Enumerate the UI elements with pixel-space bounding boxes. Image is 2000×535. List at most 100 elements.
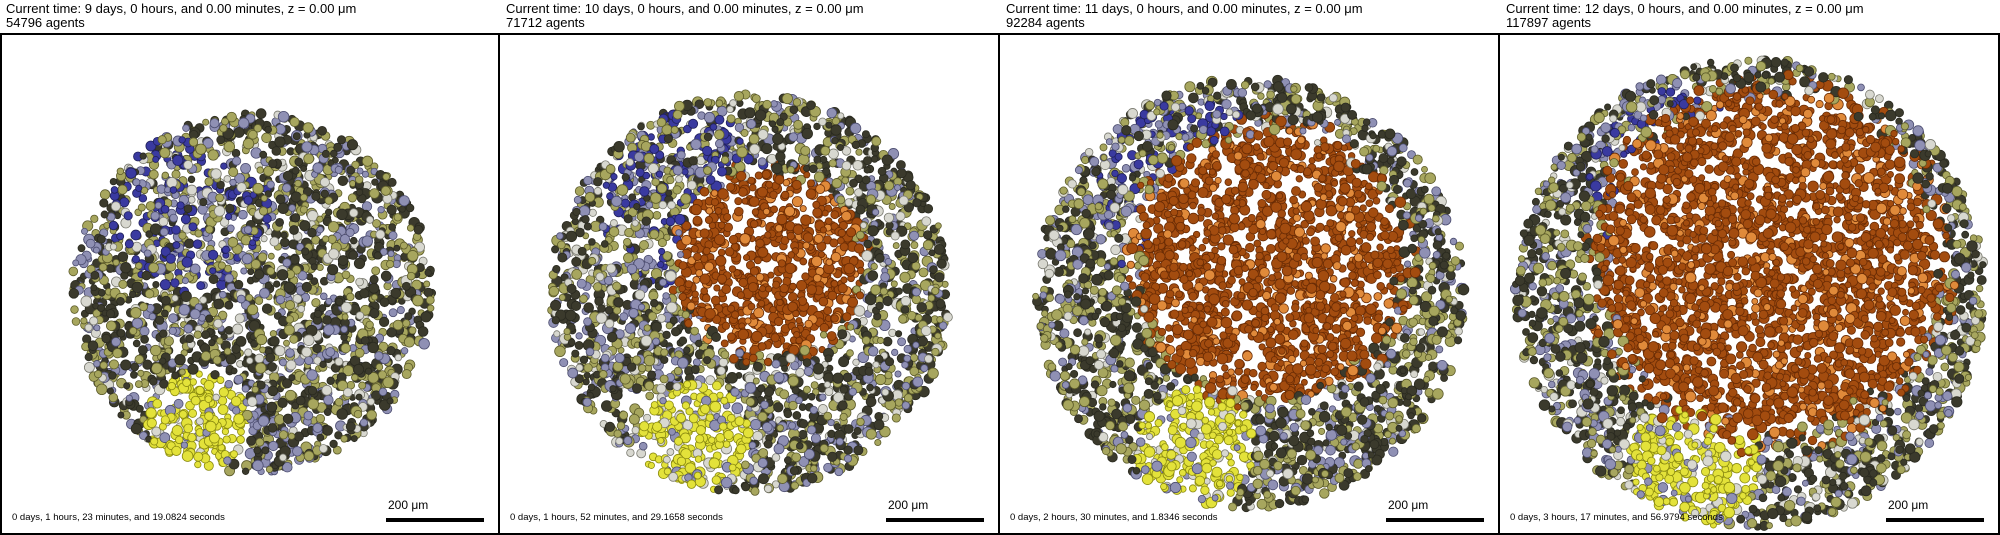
agent-cell xyxy=(219,217,230,227)
agent-cell xyxy=(213,298,225,310)
agent-cell xyxy=(423,280,431,288)
agent-cell xyxy=(171,225,181,235)
agent-cell xyxy=(89,316,99,326)
agent-cell xyxy=(137,369,145,377)
agent-cell xyxy=(714,207,723,215)
agent-cell xyxy=(747,176,756,185)
agent-cell xyxy=(219,290,227,299)
agent-cell xyxy=(237,427,245,436)
agent-cell xyxy=(116,296,125,306)
agent-cell xyxy=(159,279,171,291)
agent-cell xyxy=(210,168,222,180)
agent-cell xyxy=(110,186,119,194)
agent-cell xyxy=(303,334,315,346)
agent-cell xyxy=(152,281,160,289)
agent-cell xyxy=(360,336,370,345)
agent-cell xyxy=(150,437,159,446)
agent-cell xyxy=(364,367,373,375)
agent-cell xyxy=(319,360,327,369)
agent-cell xyxy=(288,374,296,382)
agent-cell xyxy=(423,287,434,298)
agent-cell xyxy=(406,271,416,281)
agent-cell xyxy=(350,435,358,443)
agent-cell xyxy=(385,259,395,269)
agent-cell xyxy=(557,240,566,250)
agent-cell xyxy=(612,361,624,372)
agent-cell xyxy=(558,294,566,301)
agent-cell xyxy=(216,135,226,145)
agent-cell xyxy=(236,182,247,193)
agent-cell xyxy=(264,281,273,290)
agent-cell xyxy=(194,229,203,238)
agent-cell xyxy=(377,370,387,380)
agent-cell xyxy=(721,321,731,330)
agent-cell xyxy=(161,171,170,180)
agent-cell xyxy=(288,204,296,212)
agent-cell xyxy=(770,333,780,343)
agent-cell xyxy=(705,207,713,215)
agent-cell xyxy=(154,201,163,210)
agent-cell xyxy=(934,272,945,283)
agent-cell xyxy=(303,410,314,421)
agent-cell xyxy=(187,175,196,184)
agent-cell xyxy=(801,272,810,281)
agent-cell xyxy=(771,162,783,175)
agent-cell xyxy=(741,197,749,205)
agent-cell xyxy=(701,395,712,406)
agent-cell xyxy=(190,395,201,406)
agent-cell xyxy=(817,404,828,414)
agent-cell xyxy=(159,147,171,159)
agent-cell xyxy=(846,323,855,331)
agent-cell xyxy=(139,326,150,337)
agent-cell xyxy=(287,432,296,440)
agent-cell xyxy=(734,416,745,427)
agent-cell xyxy=(236,435,245,444)
agent-cell xyxy=(665,270,677,282)
agent-cell xyxy=(366,409,377,421)
agent-cell xyxy=(845,186,855,196)
agent-cell xyxy=(148,312,157,321)
agent-cell xyxy=(301,141,313,153)
agent-cell xyxy=(348,250,359,260)
agent-cell xyxy=(100,210,109,219)
agent-cell xyxy=(125,167,137,179)
agent-cell xyxy=(720,396,729,405)
agent-cell xyxy=(176,201,185,210)
agent-cell xyxy=(406,224,415,232)
agent-cell xyxy=(402,319,411,328)
agent-cell xyxy=(355,277,364,287)
agent-cell xyxy=(714,485,724,495)
agent-cell xyxy=(681,401,690,410)
agent-cell xyxy=(852,358,860,366)
agent-cell xyxy=(734,206,744,217)
agent-cell xyxy=(203,379,215,391)
agent-cell xyxy=(219,124,228,133)
agent-cell xyxy=(400,347,409,355)
agent-cell xyxy=(735,170,747,182)
agent-cell xyxy=(694,99,705,110)
agent-cell xyxy=(826,107,838,119)
agent-cell xyxy=(894,398,904,407)
agent-cell xyxy=(257,415,270,427)
agent-cell xyxy=(393,244,401,252)
agent-cell xyxy=(757,342,767,351)
agent-cell xyxy=(815,184,826,195)
agent-cell xyxy=(683,346,691,354)
agent-cell xyxy=(130,307,142,319)
agent-cell xyxy=(791,196,803,208)
agent-cell xyxy=(301,247,310,256)
agent-cell xyxy=(293,431,304,442)
agent-cell xyxy=(787,251,796,259)
agent-cell xyxy=(651,321,662,333)
agent-cell xyxy=(559,358,569,368)
agent-cell xyxy=(149,223,162,235)
agent-cell xyxy=(705,375,716,386)
agent-cell xyxy=(647,370,657,380)
agent-cell xyxy=(798,456,810,467)
agent-cell xyxy=(855,148,863,156)
agent-cell xyxy=(187,363,199,375)
agent-cell xyxy=(554,345,566,358)
agent-cell xyxy=(593,282,603,292)
agent-cell xyxy=(375,363,384,371)
agent-cell xyxy=(337,255,349,266)
